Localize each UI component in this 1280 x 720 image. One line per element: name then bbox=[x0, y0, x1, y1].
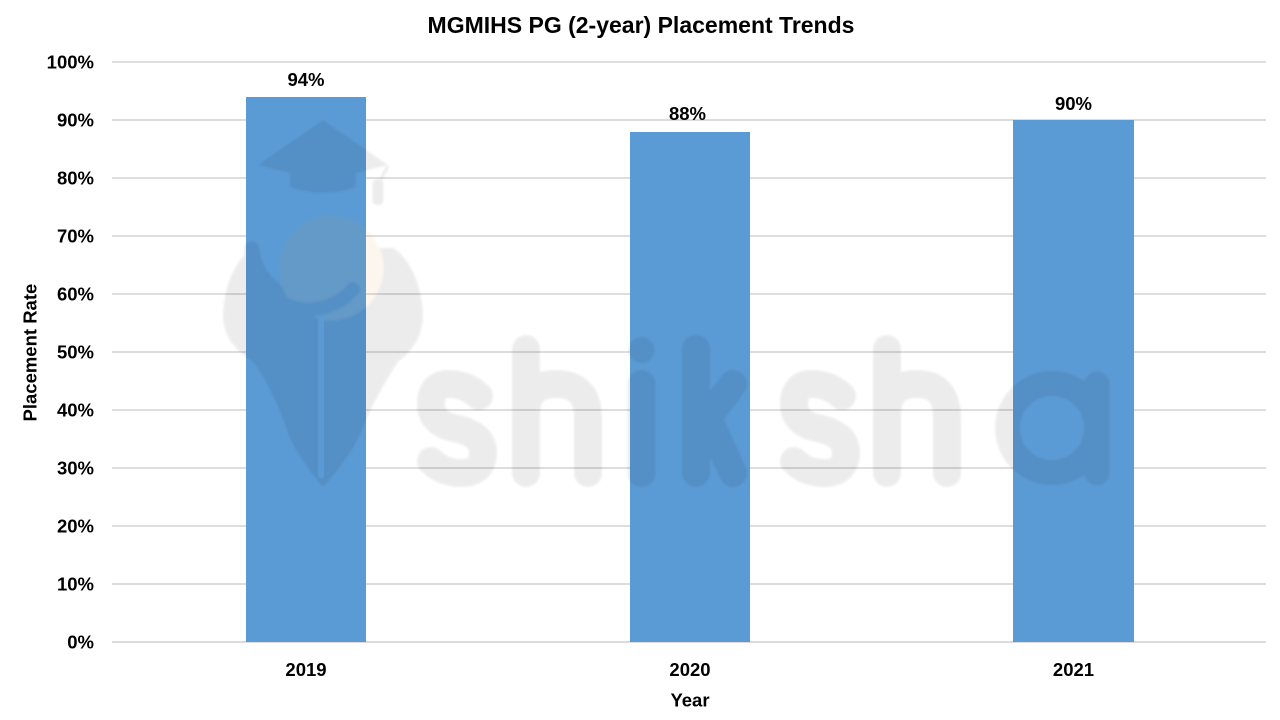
svg-text:0%: 0% bbox=[67, 632, 94, 653]
svg-text:10%: 10% bbox=[57, 574, 94, 595]
svg-text:90%: 90% bbox=[1055, 93, 1092, 114]
svg-text:MGMIHS PG (2-year) Placement T: MGMIHS PG (2-year) Placement Trends bbox=[428, 12, 855, 38]
svg-text:2021: 2021 bbox=[1053, 659, 1094, 680]
svg-text:50%: 50% bbox=[57, 342, 94, 363]
svg-text:2020: 2020 bbox=[669, 659, 710, 680]
svg-text:2019: 2019 bbox=[285, 659, 326, 680]
svg-text:88%: 88% bbox=[669, 103, 706, 124]
svg-text:30%: 30% bbox=[57, 458, 94, 479]
svg-text:94%: 94% bbox=[287, 69, 324, 90]
svg-text:90%: 90% bbox=[57, 110, 94, 131]
svg-text:40%: 40% bbox=[57, 400, 94, 421]
svg-text:60%: 60% bbox=[57, 284, 94, 305]
svg-text:Placement Rate: Placement Rate bbox=[20, 284, 41, 422]
svg-text:Year: Year bbox=[670, 689, 709, 710]
svg-text:80%: 80% bbox=[57, 168, 94, 189]
svg-text:100%: 100% bbox=[47, 52, 94, 73]
svg-text:70%: 70% bbox=[57, 226, 94, 247]
svg-text:20%: 20% bbox=[57, 516, 94, 537]
